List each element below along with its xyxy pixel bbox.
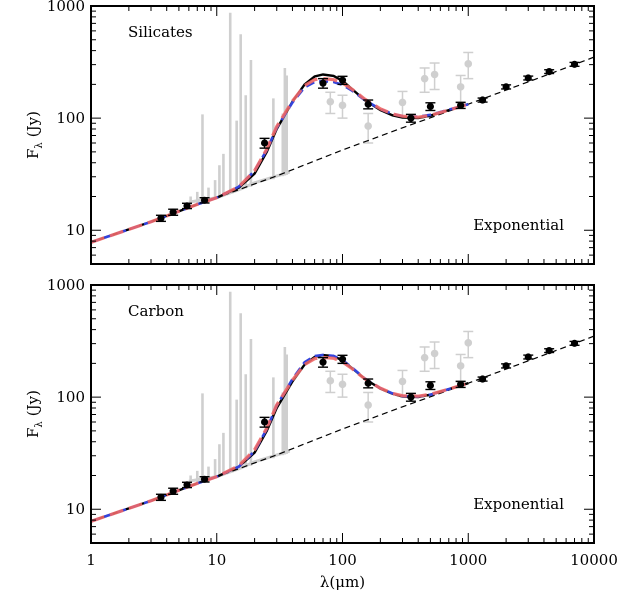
data-point xyxy=(426,102,434,111)
y-axis-label: Fλ (Jy) xyxy=(24,111,45,159)
data-point xyxy=(200,475,209,483)
model-curve-blue xyxy=(91,353,469,523)
plot-area xyxy=(91,12,594,244)
x-tick-label: 1 xyxy=(86,551,96,569)
panel-label: Silicates xyxy=(128,23,193,41)
data-point xyxy=(183,202,191,210)
grey-point xyxy=(456,362,465,370)
model-curve-blue xyxy=(91,79,469,244)
carbon-panel: 10 100 1000 1 10 100 1000 10000 Carbon Exponent… xyxy=(24,276,618,591)
grey-point xyxy=(338,380,347,389)
data-point xyxy=(169,208,177,216)
y-axis-symbol: F xyxy=(24,149,42,159)
data-point xyxy=(502,83,510,91)
grey-point xyxy=(420,74,429,83)
grey-point xyxy=(364,401,372,409)
grey-point xyxy=(464,339,473,347)
data-point xyxy=(502,362,510,370)
data-point xyxy=(478,96,487,104)
grey-point xyxy=(398,98,407,107)
data-point xyxy=(457,380,465,388)
model-curve-black xyxy=(91,353,469,523)
x-axis-label: λ(μm) xyxy=(320,573,365,591)
panel-label: Carbon xyxy=(128,302,184,320)
data-point xyxy=(570,60,579,68)
data-point xyxy=(338,76,347,84)
grey-point xyxy=(364,122,372,130)
data-point xyxy=(407,393,415,401)
data-point xyxy=(338,355,347,363)
grey-point xyxy=(456,83,465,91)
data-point xyxy=(183,481,191,489)
silicates-panel: 10 100 1000 Silicates Exponential Fλ (Jy) xyxy=(24,0,595,265)
y-axis-symbol: F xyxy=(24,428,42,438)
grey-point xyxy=(420,353,429,362)
data-point xyxy=(524,353,532,361)
data-point xyxy=(319,358,327,366)
data-point xyxy=(200,196,209,204)
data-point xyxy=(169,487,177,495)
x-tick-label: 10 xyxy=(207,551,226,569)
data-point xyxy=(545,346,553,355)
y-axis-unit: (Jy) xyxy=(24,111,42,137)
data-point xyxy=(407,114,415,122)
x-tick-label: 100 xyxy=(328,551,357,569)
plot-area xyxy=(91,291,594,523)
data-point xyxy=(426,381,434,390)
data-point xyxy=(260,139,269,147)
grey-point xyxy=(326,97,335,106)
y-tick-label: 1000 xyxy=(47,276,85,294)
model-label: Exponential xyxy=(473,216,564,234)
y-tick-label: 10 xyxy=(66,500,85,518)
data-point xyxy=(478,375,487,383)
data-point xyxy=(364,100,372,108)
grey-point xyxy=(430,349,439,358)
grey-point xyxy=(430,70,439,79)
grey-point xyxy=(464,60,473,68)
data-point xyxy=(457,101,465,109)
y-axis-unit: (Jy) xyxy=(24,390,42,416)
y-axis-label: Fλ (Jy) xyxy=(24,390,45,438)
x-tick-label: 1000 xyxy=(449,551,487,569)
x-tick-label: 10000 xyxy=(570,551,618,569)
model-curve-red xyxy=(91,355,469,523)
data-point xyxy=(545,67,553,76)
model-curve-black xyxy=(91,73,469,244)
grey-point xyxy=(338,101,347,110)
data-point xyxy=(319,79,327,87)
y-tick-label: 100 xyxy=(56,388,85,406)
grey-point xyxy=(326,376,335,385)
data-point xyxy=(260,418,269,426)
data-point xyxy=(524,74,532,82)
data-point xyxy=(157,214,165,222)
data-point xyxy=(570,339,579,347)
data-point xyxy=(157,493,165,501)
y-axis-subscript: λ xyxy=(34,421,45,428)
y-tick-label: 100 xyxy=(56,109,85,127)
model-label: Exponential xyxy=(473,495,564,513)
y-tick-label: 1000 xyxy=(47,0,85,15)
model-curve-red xyxy=(91,76,469,244)
y-tick-label: 10 xyxy=(66,221,85,239)
data-point xyxy=(364,379,372,387)
y-axis-subscript: λ xyxy=(34,142,45,149)
grey-point xyxy=(398,377,407,386)
